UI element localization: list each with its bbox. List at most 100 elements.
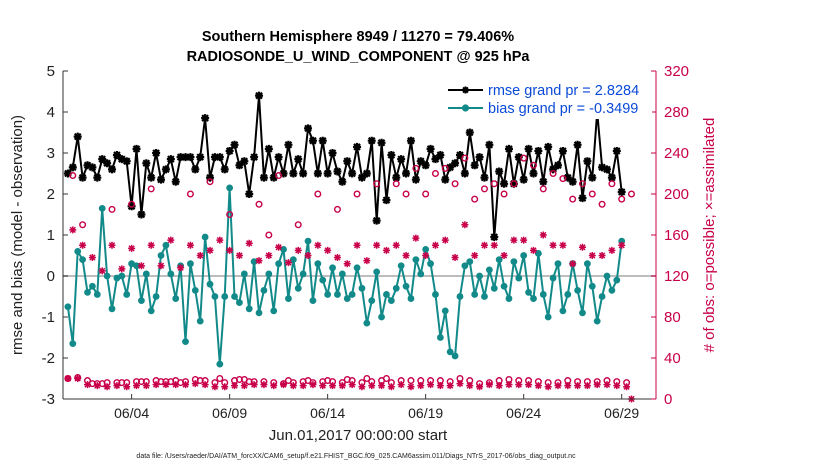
bias-point — [608, 286, 616, 294]
assimilated-obs-point — [422, 252, 430, 259]
bias-point — [201, 233, 209, 241]
rmse-point — [220, 165, 229, 174]
bias-point — [392, 284, 400, 292]
bias-point — [319, 276, 327, 284]
assimilated-obs-point — [598, 252, 606, 259]
possible-obs-point — [500, 190, 508, 198]
rmse-point — [176, 153, 185, 162]
bias-point — [299, 270, 307, 278]
rmse-point — [240, 157, 249, 166]
rmse-point — [279, 169, 288, 178]
rmse-point — [387, 151, 396, 160]
assimilated-obs-point — [69, 226, 77, 234]
bias-point — [142, 270, 150, 278]
bias-point — [84, 289, 91, 296]
data-file-footnote: data file: /Users/raeder/DAI/ATM_forcXX/… — [136, 453, 576, 460]
rmse-point — [568, 177, 577, 186]
assimilated-obs-point — [201, 381, 209, 389]
bias-point — [436, 334, 444, 341]
rmse-point — [157, 175, 166, 184]
rmse-point — [372, 216, 381, 225]
rmse-point — [539, 177, 548, 186]
assimilated-obs-point — [172, 381, 180, 389]
bias-point — [182, 338, 189, 345]
y-tick-label-left: 5 — [47, 63, 55, 80]
rmse-point — [367, 136, 376, 145]
rmse-point — [308, 136, 317, 145]
bias-point — [520, 252, 528, 259]
series-line-star — [67, 94, 623, 238]
possible-obs-point — [451, 180, 459, 188]
bias-point — [451, 352, 459, 360]
possible-obs-point — [431, 169, 439, 177]
possible-obs-point — [382, 375, 390, 383]
assimilated-obs-point — [250, 381, 258, 389]
assimilated-obs-point — [142, 382, 150, 390]
rmse-point — [117, 155, 126, 164]
assimilated-obs-point — [515, 381, 523, 389]
assimilated-obs-point — [324, 246, 332, 254]
rmse-point — [500, 179, 509, 188]
bias-point — [530, 295, 537, 302]
possible-obs-point — [402, 190, 410, 198]
bias-point — [554, 260, 562, 268]
bias-point — [172, 295, 180, 302]
rmse-point — [426, 144, 435, 153]
possible-obs-point — [422, 190, 430, 198]
assimilated-obs-point — [162, 381, 170, 389]
bias-point — [402, 282, 410, 290]
rmse-point — [504, 144, 513, 153]
possible-obs-point — [520, 154, 528, 162]
assimilated-obs-point — [137, 262, 145, 270]
assimilated-obs-point — [186, 241, 194, 249]
rmse-point — [78, 173, 87, 182]
y-tick-label-left: 0 — [47, 268, 55, 285]
possible-obs-point — [226, 210, 234, 218]
rmse-point — [83, 161, 92, 170]
bias-point — [226, 184, 234, 192]
bias-point — [270, 307, 278, 315]
series-star — [63, 91, 626, 242]
bias-point — [103, 272, 111, 280]
x-tick-label: 06/29 — [604, 405, 639, 421]
bias-point — [265, 270, 273, 278]
bias-point — [525, 289, 532, 296]
rmse-point — [181, 153, 190, 162]
bias-point — [221, 293, 229, 300]
x-tick-label: 06/09 — [212, 405, 247, 421]
assimilated-obs-point — [338, 382, 346, 390]
bias-point — [534, 250, 542, 257]
possible-obs-point — [373, 180, 381, 188]
assimilated-obs-point — [226, 246, 234, 254]
y-tick-label-right: 240 — [664, 145, 689, 162]
possible-obs-point — [598, 200, 606, 208]
rmse-point — [353, 142, 362, 151]
possible-obs-point — [186, 190, 194, 198]
bias-point — [255, 309, 263, 317]
bias-point — [495, 256, 503, 263]
possible-obs-point — [549, 169, 557, 177]
bias-point — [446, 348, 454, 356]
assimilated-obs-point — [471, 252, 479, 259]
rmse-point — [436, 151, 445, 160]
possible-obs-point — [480, 185, 488, 193]
bias-point — [240, 270, 248, 278]
rmse-point — [318, 136, 327, 145]
assimilated-obs-point — [495, 382, 503, 390]
bias-point — [343, 295, 351, 302]
rmse-point — [509, 179, 518, 188]
assimilated-obs-point — [270, 382, 278, 390]
assimilated-obs-point — [549, 241, 557, 249]
rmse-point — [485, 140, 494, 149]
assimilated-obs-point — [407, 383, 415, 391]
axes — [62, 70, 657, 400]
bias-point — [412, 256, 420, 263]
rmse-point — [127, 202, 136, 211]
assimilated-obs-point — [108, 241, 116, 249]
series-dot — [64, 184, 626, 368]
series-group — [63, 91, 635, 403]
bias-point — [387, 297, 395, 304]
rmse-point — [406, 136, 415, 145]
rmse-point — [544, 142, 553, 151]
bias-point — [373, 268, 381, 276]
